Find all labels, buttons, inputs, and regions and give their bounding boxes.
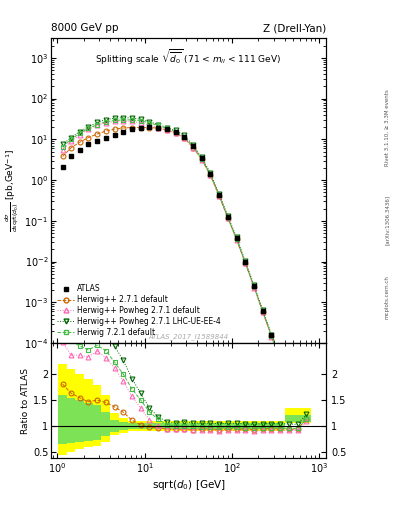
- Y-axis label: $\frac{d\sigma}{d\mathrm{sqrt}(d_0)}$ [pb,GeV$^{-1}$]: $\frac{d\sigma}{d\mathrm{sqrt}(d_0)}$ [p…: [4, 149, 21, 232]
- Text: Z (Drell-Yan): Z (Drell-Yan): [263, 23, 326, 33]
- Text: ATLAS_2017_I1589844: ATLAS_2017_I1589844: [149, 333, 229, 340]
- Text: Rivet 3.1.10, ≥ 3.3M events: Rivet 3.1.10, ≥ 3.3M events: [385, 90, 389, 166]
- Text: Splitting scale $\sqrt{\overline{d_0}}$ (71 < $m_{ll}$ < 111 GeV): Splitting scale $\sqrt{\overline{d_0}}$ …: [95, 48, 282, 67]
- Legend: ATLAS, Herwig++ 2.7.1 default, Herwig++ Powheg 2.7.1 default, Herwig++ Powheg 2.: ATLAS, Herwig++ 2.7.1 default, Herwig++ …: [55, 282, 223, 339]
- Text: [arXiv:1306.3436]: [arXiv:1306.3436]: [385, 195, 389, 245]
- Y-axis label: Ratio to ATLAS: Ratio to ATLAS: [21, 368, 30, 434]
- Text: mcplots.cern.ch: mcplots.cern.ch: [385, 275, 389, 319]
- Text: 8000 GeV pp: 8000 GeV pp: [51, 23, 119, 33]
- X-axis label: sqrt($d_0$) [GeV]: sqrt($d_0$) [GeV]: [152, 478, 226, 492]
